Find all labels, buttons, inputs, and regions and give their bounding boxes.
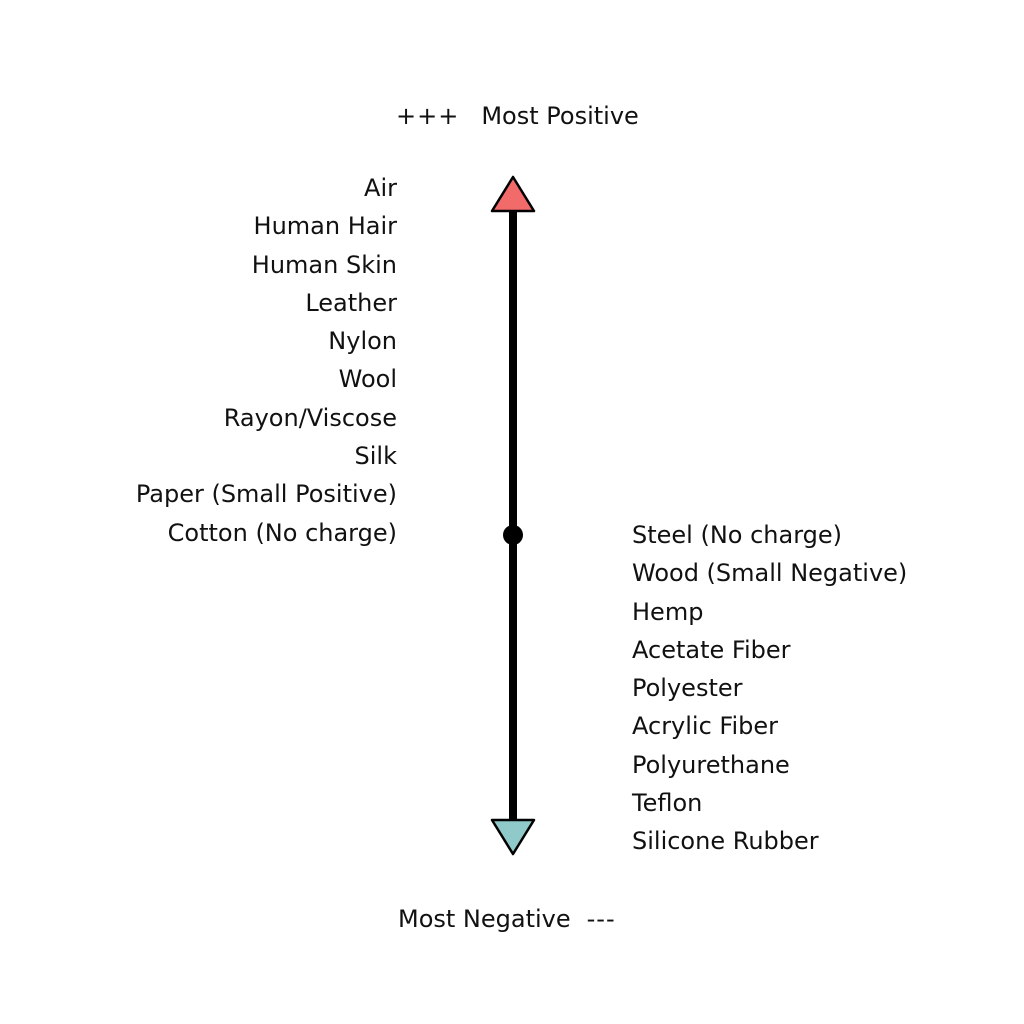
most-negative-label: Most Negative --- bbox=[398, 904, 616, 934]
positive-item: Silk bbox=[354, 442, 397, 471]
positive-item: Leather bbox=[305, 288, 397, 317]
positive-materials-list: Air Human Hair Human Skin Leather Nylon … bbox=[136, 173, 397, 556]
negative-item: Wood (Small Negative) bbox=[632, 559, 908, 588]
negative-item: Acrylic Fiber bbox=[632, 712, 779, 741]
negative-item: Hemp bbox=[632, 597, 704, 626]
negative-item: Polyester bbox=[632, 674, 743, 703]
most-positive-label: +++ Most Positive bbox=[396, 101, 639, 131]
neutral-point-icon bbox=[503, 525, 523, 545]
negative-item: Teflon bbox=[632, 789, 703, 818]
most-positive-text: Most Positive bbox=[481, 102, 639, 130]
positive-item: Rayon/Viscose bbox=[223, 403, 397, 432]
positive-item: Air bbox=[364, 174, 397, 202]
positive-symbol: +++ bbox=[396, 102, 460, 130]
positive-item: Human Hair bbox=[253, 212, 397, 241]
negative-symbol: --- bbox=[586, 905, 616, 933]
negative-item: Silicone Rubber bbox=[632, 827, 819, 856]
positive-item: Paper (Small Positive) bbox=[135, 480, 397, 509]
negative-item: Acetate Fiber bbox=[632, 635, 791, 664]
positive-item: Nylon bbox=[328, 327, 397, 356]
positive-item: Wool bbox=[338, 365, 397, 394]
positive-item: Cotton (No charge) bbox=[167, 518, 397, 547]
negative-materials-list: Steel (No charge) Wood (Small Negative) … bbox=[632, 520, 907, 865]
most-negative-text: Most Negative bbox=[398, 905, 571, 933]
negative-item: Polyurethane bbox=[632, 750, 790, 779]
positive-arrow-icon bbox=[490, 175, 536, 213]
negative-arrow-icon bbox=[490, 818, 536, 856]
negative-item: Steel (No charge) bbox=[632, 521, 843, 549]
positive-item: Human Skin bbox=[251, 250, 397, 279]
